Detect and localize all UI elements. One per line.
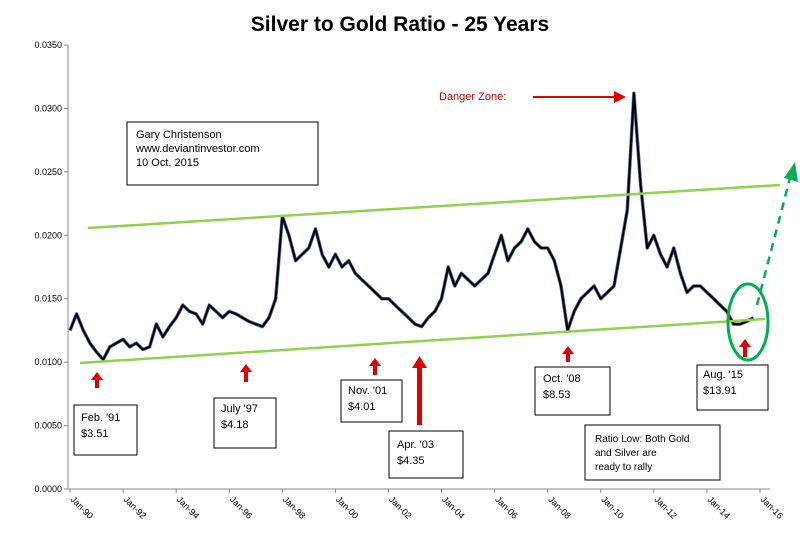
low-price: $3.51 xyxy=(81,428,109,440)
highlight xyxy=(726,282,770,362)
y-tick-label: 0.0250 xyxy=(34,167,62,177)
x-tick-label: Jan-00 xyxy=(334,494,361,521)
trend-top xyxy=(87,183,781,230)
author: Gary Christenson xyxy=(136,129,222,141)
x-tick-label: Jan-02 xyxy=(387,494,414,521)
low-price: $4.01 xyxy=(348,401,376,413)
low-price: $8.53 xyxy=(543,389,571,401)
low-date: Feb. '91 xyxy=(81,412,120,424)
x-tick-label: Jan-14 xyxy=(706,494,733,521)
low-box xyxy=(534,366,611,416)
author: www.deviantinvestor.com xyxy=(135,143,260,155)
x-tick-label: Jan-94 xyxy=(175,494,202,521)
low-box xyxy=(696,364,769,411)
author-box xyxy=(126,121,319,186)
x-tick-label: Jan-04 xyxy=(440,494,467,521)
low-box xyxy=(213,397,277,449)
author: 10 Oct. 2015 xyxy=(136,157,199,169)
x-tick-label: Jan-06 xyxy=(493,494,520,521)
x-tick-label: Jan-90 xyxy=(69,494,96,521)
low-date: Oct. '08 xyxy=(543,373,581,385)
x-tick-label: Jan-08 xyxy=(546,494,573,521)
chart-title: Silver to Gold Ratio - 25 Years xyxy=(251,13,549,36)
note: Ratio Low: Both Gold xyxy=(595,434,690,445)
y-tick-label: 0.0100 xyxy=(34,357,62,367)
low-price: $13.91 xyxy=(703,385,737,397)
low-box xyxy=(340,379,403,423)
note: ready to rally xyxy=(595,462,652,473)
note-box xyxy=(584,424,721,481)
danger-label: Danger Zone: xyxy=(439,91,506,103)
series-line xyxy=(69,92,754,361)
y-tick-label: 0.0000 xyxy=(34,484,62,494)
projection xyxy=(755,177,792,306)
y-tick-label: 0.0300 xyxy=(34,103,62,113)
low-date: Aug. '15 xyxy=(703,369,743,381)
y-tick-label: 0.0350 xyxy=(34,40,62,50)
low-price: $4.35 xyxy=(397,455,425,467)
x-tick-label: Jan-16 xyxy=(759,494,786,521)
x-tick-label: Jan-98 xyxy=(281,494,308,521)
y-tick-label: 0.0200 xyxy=(34,230,62,240)
projection-head xyxy=(784,162,798,182)
y-tick-label: 0.0050 xyxy=(34,421,62,431)
x-tick-label: Jan-92 xyxy=(122,494,149,521)
x-tick-label: Jan-10 xyxy=(599,494,626,521)
low-date: Apr. '03 xyxy=(397,439,434,451)
trend-bottom xyxy=(79,317,766,365)
arrows xyxy=(91,91,751,425)
low-price: $4.18 xyxy=(221,419,249,431)
low-date: July '97 xyxy=(221,403,258,415)
low-box xyxy=(388,430,464,479)
low-box xyxy=(73,404,138,456)
x-tick-label: Jan-96 xyxy=(228,494,255,521)
y-tick-label: 0.0150 xyxy=(34,294,62,304)
note: and Silver are xyxy=(595,448,657,459)
low-date: Nov. '01 xyxy=(348,385,387,397)
x-tick-label: Jan-12 xyxy=(652,494,679,521)
